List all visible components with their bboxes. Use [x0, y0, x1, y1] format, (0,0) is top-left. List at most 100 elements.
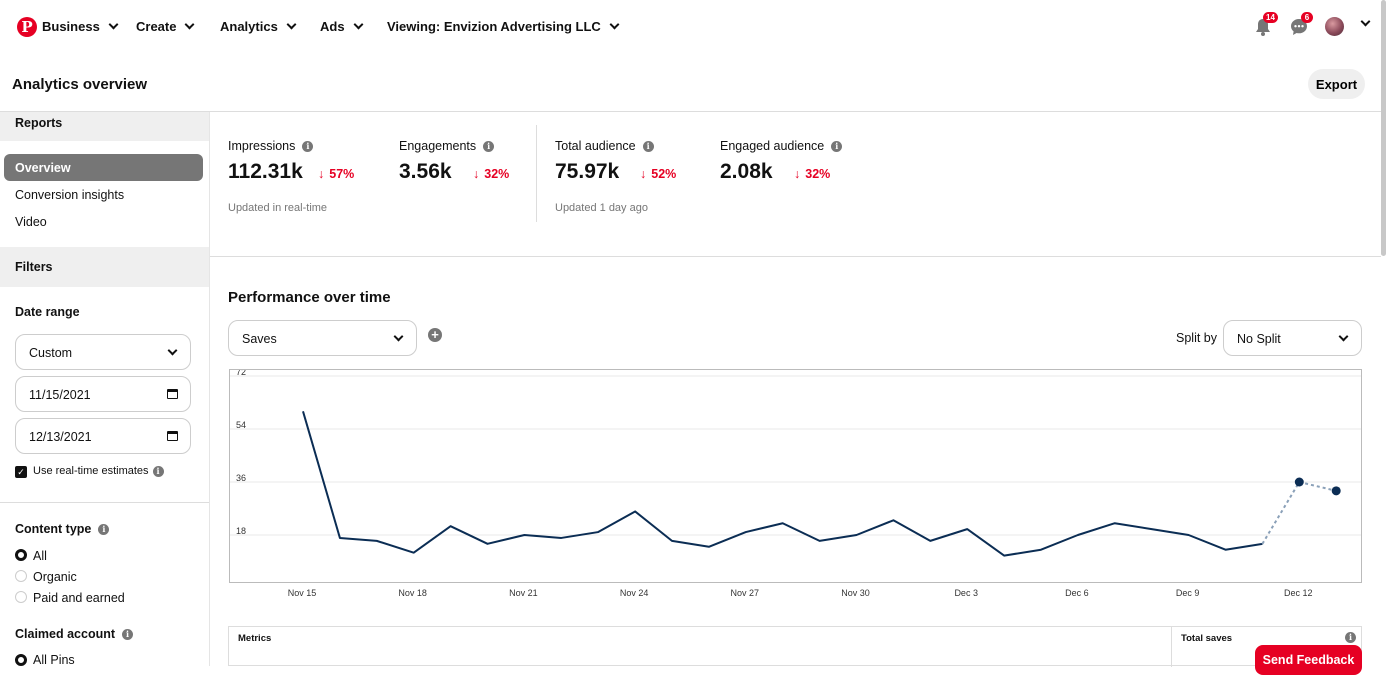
date-range-value: Custom [29, 346, 73, 360]
sidebar-item-conversion-insights[interactable]: Conversion insights [15, 188, 125, 202]
content-type-organic-radio[interactable] [15, 570, 27, 582]
nav-viewing-label: Viewing: Envizion Advertising LLC [387, 19, 601, 34]
y-tick-label: 72 [236, 370, 246, 377]
realtime-checkbox[interactable]: ✓ [15, 466, 27, 478]
messages-badge: 6 [1301, 12, 1313, 23]
metrics-bottom-divider [210, 256, 1381, 257]
engaged-audience-change: ↓ 32% [794, 167, 830, 181]
start-date-field[interactable]: 11/15/2021 [15, 376, 191, 412]
page-title: Analytics overview [12, 76, 148, 93]
performance-title: Performance over time [228, 289, 391, 306]
x-tick-label: Dec 12 [1284, 588, 1313, 598]
sidebar-item-video[interactable]: Video [15, 215, 47, 229]
nav-viewing-account[interactable]: Viewing: Envizion Advertising LLC [387, 19, 620, 34]
claimed-all-pins-radio[interactable] [15, 654, 27, 666]
info-icon[interactable]: i [98, 524, 110, 536]
content-type-all-label: All [33, 549, 47, 563]
metric-select[interactable]: Saves [228, 320, 417, 356]
info-icon[interactable]: i [152, 465, 164, 477]
engagements-label: Engagements i [399, 139, 495, 153]
realtime-label: Use real-time estimates [33, 465, 149, 477]
sidebar-divider [0, 502, 209, 503]
nav-create[interactable]: Create [136, 19, 195, 34]
calendar-icon[interactable] [167, 431, 178, 441]
info-icon[interactable]: i [302, 141, 314, 153]
chevron-down-icon [353, 19, 364, 30]
y-tick-label: 18 [236, 526, 246, 536]
x-tick-label: Nov 24 [620, 588, 649, 598]
calendar-icon[interactable] [167, 389, 178, 399]
impressions-label: Impressions i [228, 139, 314, 153]
info-icon[interactable]: i [122, 629, 134, 641]
data-point [1294, 477, 1304, 487]
pinterest-logo-icon[interactable]: P [17, 17, 37, 37]
claimed-account-heading: Claimed account i [15, 627, 134, 641]
chevron-down-icon [286, 19, 297, 30]
info-icon[interactable]: i [1345, 632, 1356, 643]
engaged-audience-label-text: Engaged audience [720, 139, 825, 153]
avatar[interactable] [1325, 17, 1344, 36]
split-by-select[interactable]: No Split [1223, 320, 1362, 356]
chevron-down-icon [609, 19, 620, 30]
chart-x-axis: Nov 15 Nov 18 Nov 21 Nov 24 Nov 27 Nov 30 Dec … [288, 588, 1313, 598]
claimed-all-pins-label: All Pins [33, 653, 75, 667]
split-by-label: Split by [1176, 331, 1217, 345]
engagements-change: ↓ 32% [473, 167, 509, 181]
nav-business-label: Business [42, 19, 100, 34]
end-date-field[interactable]: 12/13/2021 [15, 418, 191, 454]
engaged-audience-value: 2.08k [720, 160, 773, 183]
content-type-paid-radio[interactable] [15, 591, 27, 603]
engaged-audience-label: Engaged audience i [720, 139, 843, 153]
x-tick-label: Dec 6 [1065, 588, 1089, 598]
info-icon[interactable]: i [642, 141, 654, 153]
nav-create-label: Create [136, 19, 177, 34]
notifications-badge: 14 [1263, 12, 1278, 23]
x-tick-label: Nov 15 [288, 588, 317, 598]
date-range-select[interactable]: Custom [15, 334, 191, 370]
series-line [302, 411, 1263, 557]
info-icon[interactable]: i [831, 141, 843, 153]
chevron-down-icon [167, 345, 178, 356]
content-type-organic-label: Organic [33, 570, 77, 584]
x-tick-label: Nov 27 [731, 588, 760, 598]
scrollbar[interactable] [1381, 0, 1386, 256]
engagements-change-value: 32% [484, 167, 510, 181]
send-feedback-button[interactable]: Send Feedback [1255, 645, 1362, 675]
nav-ads-label: Ads [320, 19, 345, 34]
export-button[interactable]: Export [1308, 69, 1365, 99]
sidebar: Reports Overview Conversion insights Vid… [0, 112, 210, 667]
total-audience-change: ↓ 52% [640, 167, 676, 181]
content-type-all-radio[interactable] [15, 549, 27, 561]
nav-business[interactable]: Business [42, 19, 119, 34]
account-chevron-down-icon[interactable] [1360, 16, 1371, 27]
content-type-heading: Content type i [15, 522, 110, 536]
info-icon[interactable]: i [483, 141, 495, 153]
impressions-change: ↓ 57% [318, 167, 354, 181]
x-tick-label: Nov 21 [509, 588, 538, 598]
x-tick-label: Dec 3 [954, 588, 978, 598]
nav-analytics[interactable]: Analytics [220, 19, 297, 34]
engagements-label-text: Engagements [399, 139, 477, 153]
end-date-value: 12/13/2021 [29, 430, 92, 444]
sidebar-item-overview[interactable]: Overview [4, 154, 203, 181]
y-tick-label: 54 [236, 420, 246, 430]
top-navigation: P Business Create Analytics Ads Viewing:… [0, 0, 1386, 56]
metrics-divider [536, 125, 537, 222]
realtime-option: Use real-time estimates i [33, 465, 164, 477]
messages-icon[interactable] [1290, 18, 1308, 36]
x-tick-label: Dec 9 [1176, 588, 1200, 598]
nav-ads[interactable]: Ads [320, 19, 364, 34]
impressions-value: 112.31k [228, 160, 303, 183]
add-metric-icon[interactable]: + [428, 328, 442, 342]
header-divider [0, 111, 1381, 112]
arrow-down-icon: ↓ [794, 167, 801, 181]
total-audience-value: 75.97k [555, 160, 620, 183]
table-header-metrics: Metrics [238, 633, 272, 644]
reports-heading: Reports [0, 112, 209, 141]
engaged-audience-change-value: 32% [805, 167, 831, 181]
performance-chart: 18 36 54 72 [229, 367, 1362, 583]
filters-heading: Filters [0, 247, 209, 287]
table-header-total-saves: Total saves [1181, 633, 1233, 644]
chevron-down-icon [185, 19, 195, 30]
chevron-down-icon [393, 331, 404, 342]
